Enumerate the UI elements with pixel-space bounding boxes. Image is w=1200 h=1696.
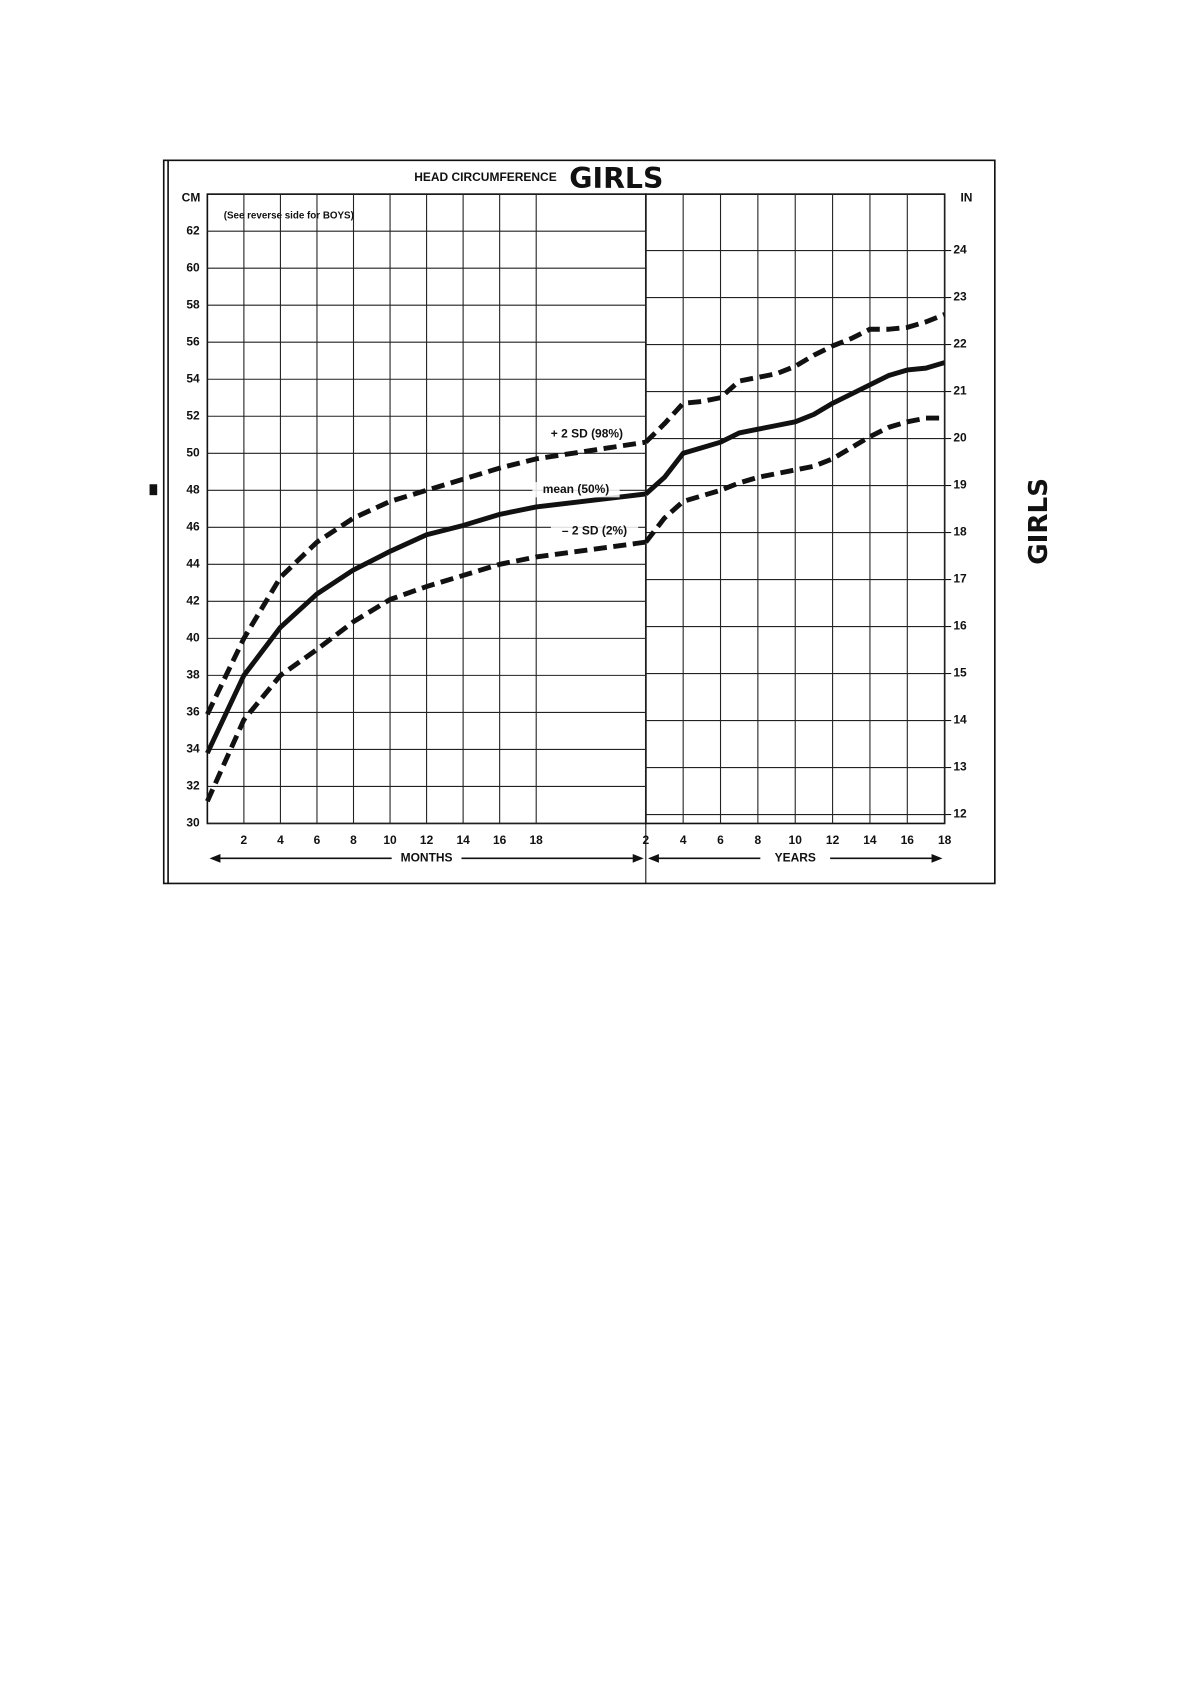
curve-label: + 2 SD (98%)	[551, 426, 623, 440]
x-tick-label: 4	[680, 833, 687, 847]
side-label: GIRLS	[1024, 478, 1054, 565]
y-tick-label: 40	[186, 631, 200, 645]
growth-curve	[205, 539, 647, 803]
y-tick-label: 62	[186, 223, 200, 237]
x-tick-label: 14	[456, 833, 470, 847]
axis-label-bg	[391, 850, 462, 866]
y2-tick-label: 24	[953, 243, 967, 257]
curve-label: – 2 SD (2%)	[562, 523, 627, 537]
arrow-head	[647, 853, 659, 863]
x-tick-label: 10	[789, 833, 803, 847]
growth-curve	[644, 360, 946, 496]
y2-tick-label: 13	[953, 760, 967, 774]
y-tick-label: 54	[186, 371, 200, 385]
y2-axis-label: IN	[960, 191, 972, 205]
y2-tick-label: 16	[953, 619, 967, 633]
y-tick-label: 46	[186, 519, 200, 533]
growth-curve	[644, 312, 946, 444]
x-tick-label: 6	[314, 833, 321, 847]
x-tick-label: 10	[383, 833, 397, 847]
x-tick-label: 16	[901, 833, 915, 847]
arrow-head	[209, 853, 221, 863]
y2-tick-label: 15	[953, 666, 967, 680]
curve-label-bg	[550, 523, 639, 539]
growth-curve	[205, 491, 647, 755]
y-tick-label: 56	[186, 334, 200, 348]
y2-tick-label: 17	[953, 572, 967, 586]
growth-curve	[643, 415, 945, 544]
y-tick-label: 38	[186, 668, 200, 682]
y-tick-label: 50	[186, 445, 200, 459]
x-tick-label: 12	[826, 833, 840, 847]
x-tick-label: 2	[241, 833, 248, 847]
curve-label-bg	[532, 482, 620, 498]
y2-tick-label: 12	[953, 807, 967, 821]
chart-title-big: GIRLS	[569, 162, 663, 195]
margin-mark	[149, 484, 158, 496]
x-axis-label: YEARS	[775, 851, 816, 865]
x-axis-label: MONTHS	[401, 851, 453, 865]
y2-tick-label: 20	[953, 431, 967, 445]
y-tick-label: 32	[186, 779, 200, 793]
arrow-head	[632, 853, 644, 863]
y-tick-label: 44	[186, 557, 200, 571]
y2-tick-label: 23	[953, 290, 967, 304]
curve-label-bg	[543, 426, 631, 442]
x-tick-label: 8	[755, 833, 762, 847]
y2-tick-label: 19	[953, 478, 967, 492]
y2-tick-label: 21	[953, 384, 967, 398]
curve-label: mean (50%)	[543, 482, 610, 496]
y-axis-label: CM	[182, 191, 201, 205]
y-tick-label: 42	[186, 594, 200, 608]
chart-note: (See reverse side for BOYS)	[224, 211, 354, 222]
y2-tick-label: 14	[953, 713, 967, 727]
x-tick-label: 18	[530, 833, 544, 847]
x-tick-label: 12	[420, 833, 434, 847]
x-tick-label: 18	[938, 833, 952, 847]
x-tick-label: 16	[493, 833, 507, 847]
y-tick-label: 30	[186, 816, 200, 830]
y-tick-label: 34	[186, 742, 200, 756]
y-tick-label: 58	[186, 297, 200, 311]
y2-tick-label: 22	[953, 337, 967, 351]
y-tick-label: 60	[186, 260, 200, 274]
arrow-head	[931, 853, 943, 863]
x-tick-label: 14	[863, 833, 877, 847]
x-tick-label: 6	[717, 833, 724, 847]
axis-label-bg	[760, 850, 831, 866]
chart-title: HEAD CIRCUMFERENCE	[414, 170, 556, 184]
growth-curve	[205, 439, 647, 716]
y-tick-label: 48	[186, 482, 200, 496]
y2-tick-label: 18	[953, 525, 967, 539]
y-tick-label: 52	[186, 408, 200, 422]
y-tick-label: 36	[186, 705, 200, 719]
x-tick-label: 8	[350, 833, 357, 847]
frame	[162, 159, 996, 885]
x-tick-label: 4	[277, 833, 284, 847]
